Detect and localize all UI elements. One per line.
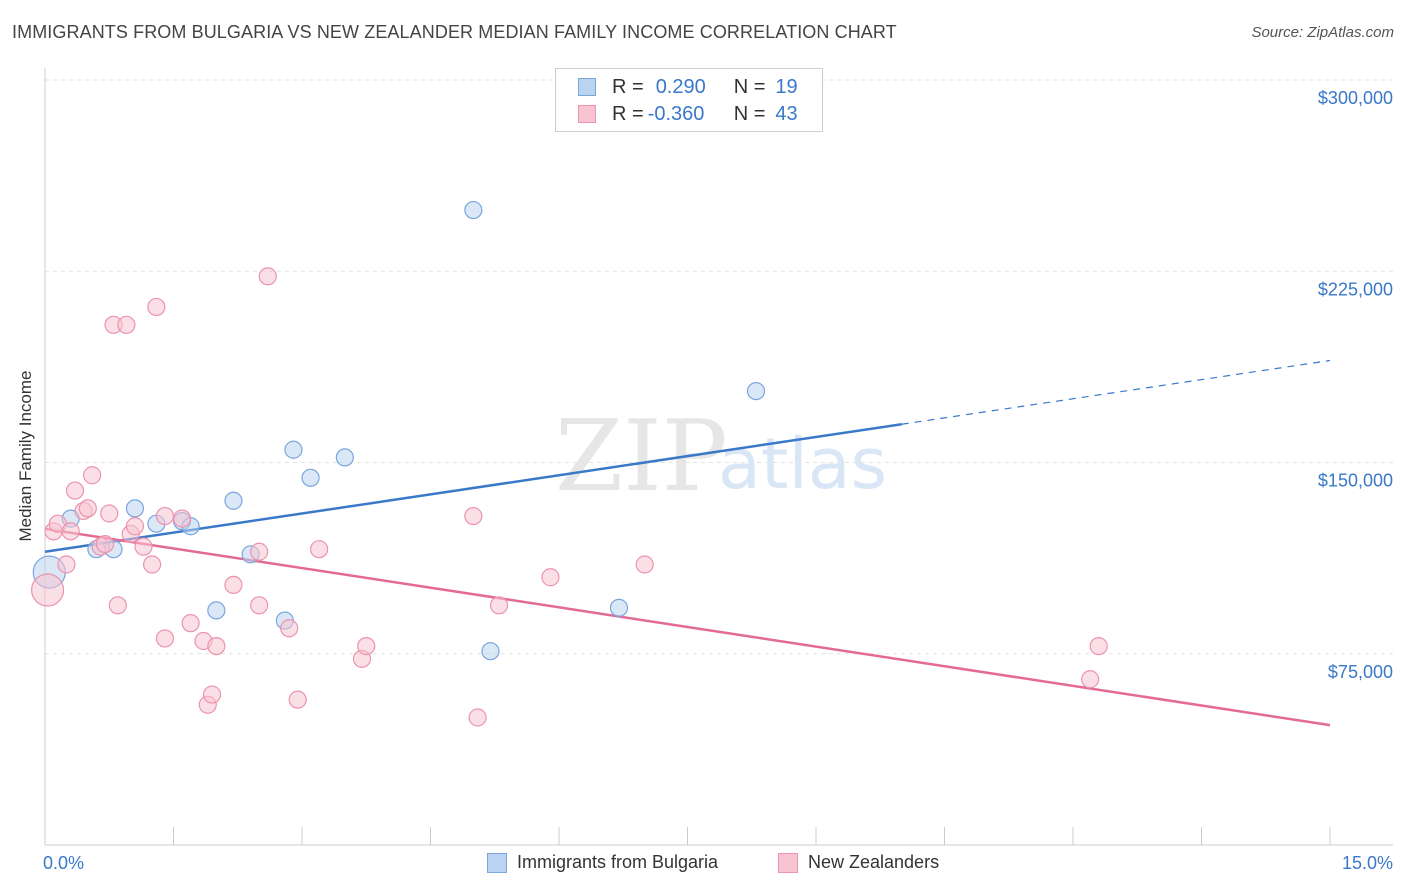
- point-newzealanders: [61, 522, 80, 541]
- point-newzealanders: [288, 690, 307, 709]
- legend-label-bulgaria: Immigrants from Bulgaria: [517, 852, 719, 872]
- y-tick-label: $150,000: [1318, 471, 1393, 491]
- x-tick-label-min: 0.0%: [43, 853, 84, 873]
- point-bulgaria: [335, 448, 354, 467]
- point-newzealanders: [117, 315, 136, 334]
- point-newzealanders: [95, 534, 115, 554]
- y-tick-label: $300,000: [1318, 88, 1393, 108]
- point-bulgaria: [746, 382, 766, 401]
- trend-line-newzealanders: [44, 527, 1331, 727]
- point-newzealanders: [125, 517, 145, 536]
- axes: [44, 68, 1393, 846]
- point-bulgaria: [481, 642, 500, 661]
- legend-swatch-blue: [578, 78, 596, 96]
- point-bulgaria: [464, 200, 483, 220]
- point-newzealanders: [134, 537, 153, 556]
- point-newzealanders: [310, 540, 329, 559]
- point-newzealanders: [207, 636, 226, 656]
- n-value: 19: [775, 75, 798, 98]
- point-newzealanders: [147, 297, 166, 317]
- point-bulgaria: [284, 440, 303, 459]
- r-label: R =: [612, 75, 644, 98]
- point-newzealanders: [1089, 636, 1108, 656]
- watermark-atlas: atlas: [718, 423, 887, 505]
- point-bulgaria: [207, 601, 226, 620]
- legend-swatch-pink: [778, 852, 798, 873]
- r-value: 0.290: [655, 75, 706, 98]
- chart-title: IMMIGRANTS FROM BULGARIA VS NEW ZEALANDE…: [12, 22, 897, 42]
- point-newzealanders: [172, 509, 192, 528]
- gridlines: [45, 79, 1393, 655]
- point-bulgaria: [224, 491, 243, 510]
- series-legend-bulgaria: Immigrants from Bulgaria: [487, 852, 718, 873]
- point-newzealanders: [357, 636, 376, 656]
- legend-row-newzealanders: R = -0.360 N = 43: [578, 101, 798, 127]
- watermark: ZIP atlas: [555, 400, 887, 514]
- correlation-legend: R = 0.290 N = 19 R = -0.360 N = 43: [555, 68, 823, 132]
- legend-label-newzealanders: New Zealanders: [808, 852, 940, 872]
- point-newzealanders: [83, 466, 102, 485]
- trend-line-bulgaria-extension: [901, 359, 1331, 425]
- point-newzealanders: [202, 685, 222, 704]
- data-points: [30, 200, 1108, 727]
- point-newzealanders: [280, 619, 299, 638]
- point-newzealanders: [635, 555, 654, 574]
- point-newzealanders: [100, 504, 119, 523]
- point-newzealanders: [464, 506, 483, 526]
- point-bulgaria: [125, 499, 145, 518]
- n-value: 43: [775, 102, 798, 125]
- r-label: R =: [612, 102, 644, 125]
- point-newzealanders: [155, 629, 175, 648]
- point-newzealanders: [65, 481, 85, 500]
- point-newzealanders: [250, 542, 269, 561]
- legend-swatch-pink: [578, 105, 596, 123]
- point-bulgaria: [301, 468, 320, 487]
- point-newzealanders: [155, 506, 175, 526]
- point-newzealanders: [489, 596, 509, 615]
- point-newzealanders: [468, 708, 487, 727]
- point-newzealanders: [224, 575, 243, 595]
- legend-swatch-blue: [487, 852, 507, 873]
- point-newzealanders: [1081, 670, 1100, 689]
- point-newzealanders: [108, 596, 127, 615]
- y-tick-label: $225,000: [1318, 279, 1393, 299]
- point-newzealanders: [258, 267, 277, 286]
- point-newzealanders: [181, 614, 200, 633]
- point-bulgaria: [609, 598, 629, 617]
- x-tick-label-max: 15.0%: [1342, 853, 1393, 873]
- legend-row-bulgaria: R = 0.290 N = 19: [578, 74, 798, 100]
- point-newzealanders: [57, 555, 76, 574]
- series-legend-newzealanders: New Zealanders: [778, 852, 939, 873]
- watermark-zip: ZIP: [555, 400, 728, 514]
- point-newzealanders: [541, 568, 560, 587]
- n-label: N =: [733, 102, 766, 125]
- n-label: N =: [733, 75, 766, 98]
- point-newzealanders: [78, 499, 97, 518]
- point-newzealanders: [250, 596, 269, 615]
- tick-labels: $75,000 $150,000 $225,000 $300,000 0.0% 15.0%: [43, 88, 1393, 873]
- source-label: Source: ZipAtlas.com: [1251, 24, 1394, 41]
- point-newzealanders: [142, 555, 162, 574]
- point-newzealanders: [30, 573, 65, 607]
- y-tick-label: $75,000: [1328, 662, 1393, 682]
- r-value: -0.360: [647, 102, 705, 125]
